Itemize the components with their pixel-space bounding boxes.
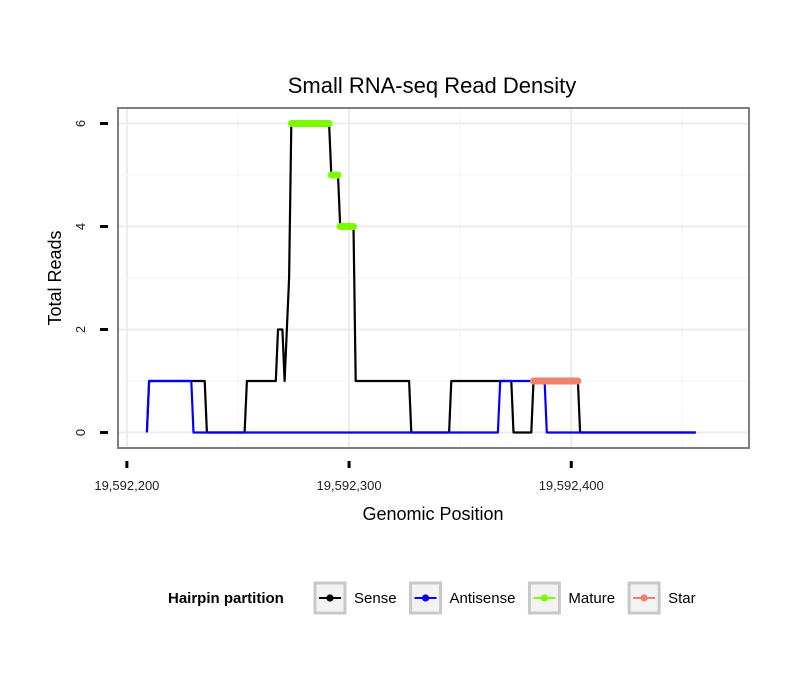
antisense-line <box>145 379 696 434</box>
legend-item-sense: Sense <box>313 581 397 615</box>
x-tick-label: 19,592,400 <box>539 478 604 493</box>
x-axis-title: Genomic Position <box>362 504 503 524</box>
legend-key-point <box>326 594 334 602</box>
y-tick-label: 4 <box>73 223 88 230</box>
legend-item-star: Star <box>627 581 696 615</box>
chart-title: Small RNA-seq Read Density <box>288 73 577 98</box>
legend-key-point <box>421 594 430 602</box>
legend-item-antisense: Antisense <box>409 581 516 615</box>
legend-title: Hairpin partition <box>168 590 284 607</box>
x-tick-label: 19,592,300 <box>317 478 382 493</box>
legend-label: Sense <box>354 590 397 607</box>
axes: 19,592,200 19,592,300 19,592,400 0 2 4 6 <box>73 120 749 493</box>
y-tick-label: 6 <box>73 120 88 127</box>
plot-area <box>117 107 750 449</box>
legend-label: Star <box>668 590 696 607</box>
legend-key-point <box>540 594 549 602</box>
legend: Hairpin partition Sense Antisense Mature St… <box>168 581 696 615</box>
y-tick-label: 2 <box>73 326 88 333</box>
legend-label: Mature <box>568 590 615 607</box>
y-axis-title: Total Reads <box>45 230 65 325</box>
series-group <box>145 119 696 434</box>
legend-item-mature: Mature <box>527 581 615 615</box>
y-tick-label: 0 <box>73 429 88 436</box>
x-tick-label: 19,592,200 <box>94 478 159 493</box>
legend-key-point <box>640 594 648 602</box>
legend-label: Antisense <box>450 590 516 607</box>
